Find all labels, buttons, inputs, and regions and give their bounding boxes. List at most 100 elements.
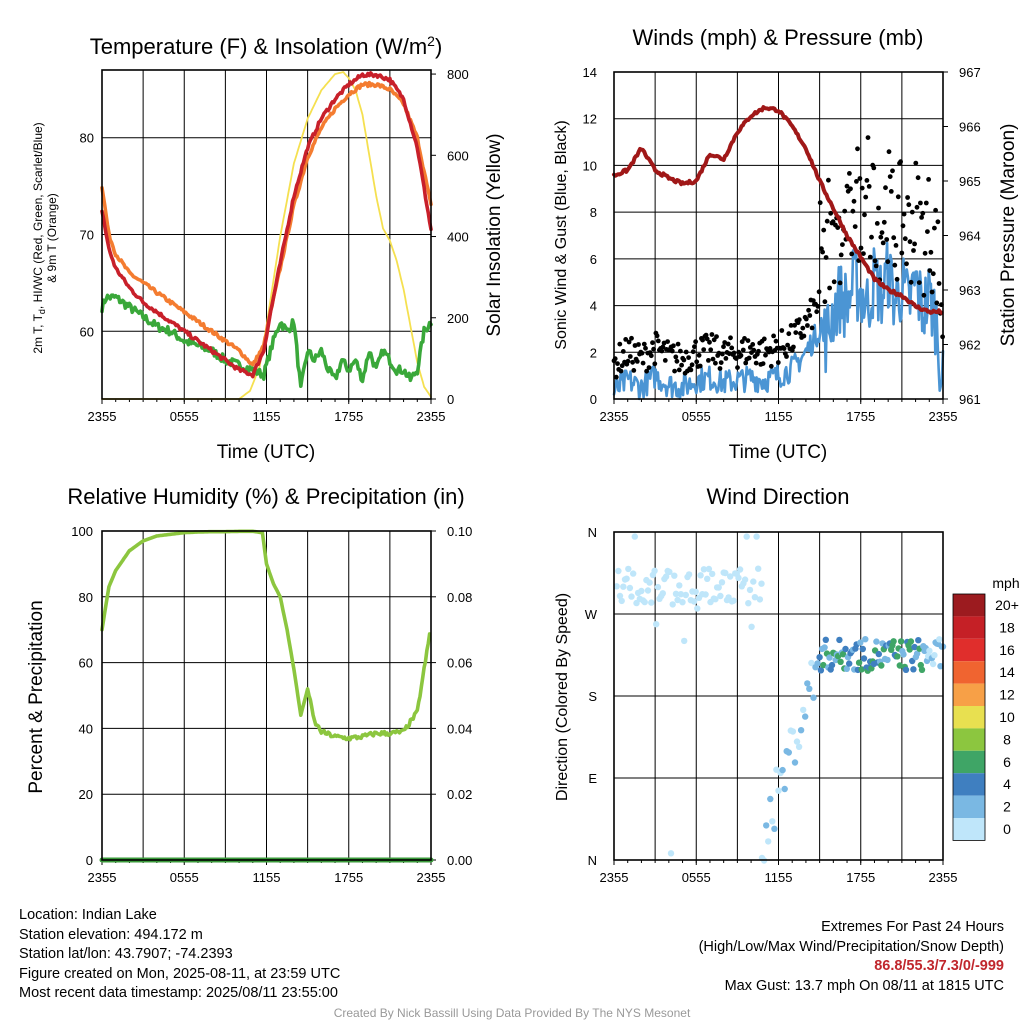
winds-gust-point [694, 359, 700, 365]
humidity-ytick-left-label: 80 [79, 590, 93, 605]
winds-gust-point [644, 368, 649, 374]
direction-point [804, 680, 811, 687]
direction-point [653, 621, 660, 628]
winds-wind-line [612, 241, 945, 401]
direction-point [669, 601, 676, 608]
winds-gust-point [788, 323, 794, 328]
winds-ytick-right-label: 963 [959, 283, 981, 298]
winds-gust-point [930, 271, 936, 277]
winds-gust-point [828, 210, 834, 216]
humidity-xtick-label: 1155 [253, 870, 281, 885]
winds-gust-point [921, 292, 927, 298]
winds-gust-point [854, 179, 859, 184]
winds-gust-point [643, 345, 648, 351]
winds-gust-point [929, 289, 935, 295]
winds-gust-point [803, 316, 809, 322]
winds-gust-point [785, 342, 790, 348]
winds-gust-point [639, 350, 645, 356]
humidity-ytick-right-label: 0.08 [447, 590, 472, 605]
winds-gust-point [620, 349, 626, 354]
humidity-ytick-right-label: 0.06 [447, 656, 472, 671]
winds-gust-point [905, 195, 910, 200]
winds-gust-point [800, 325, 806, 331]
winds-gust-point [815, 304, 821, 309]
direction-ytick-label: S [588, 689, 597, 704]
direction-point [715, 584, 722, 591]
winds-gust-point [655, 338, 661, 344]
winds-gust-point [820, 249, 825, 255]
colorbar-label: 20+ [995, 597, 1019, 613]
winds-xlabel: Time (UTC) [729, 442, 828, 463]
winds-gust-point [728, 335, 733, 341]
colorbar-label: 14 [999, 664, 1015, 680]
direction-point [810, 694, 817, 701]
direction-point [702, 591, 709, 598]
direction-point [671, 572, 678, 579]
humidity-ytick-right-label: 0.02 [447, 787, 472, 802]
direction-point [694, 605, 701, 612]
winds-gust-point [781, 346, 787, 351]
direction-point [769, 818, 776, 825]
winds-gust-point [863, 194, 869, 200]
colorbar-label: 4 [1003, 776, 1011, 792]
direction-point [910, 666, 917, 673]
direction-point [722, 569, 729, 577]
winds-ytick-right-label: 962 [959, 338, 981, 353]
direction-point [700, 566, 708, 573]
temperature-xtick-label: 0555 [170, 409, 199, 424]
colorbar-swatch [953, 728, 985, 751]
winds-ylabel-right: Station Pressure (Maroon) [998, 124, 1019, 347]
winds-gust-point [750, 342, 756, 347]
winds-gust-point [688, 367, 694, 373]
winds-gust-point [869, 234, 874, 240]
direction-point [911, 643, 918, 651]
winds-gust-point [771, 333, 776, 339]
winds-gust-point [738, 353, 744, 358]
direction-xtick-label: 2355 [600, 870, 629, 885]
direction-point [855, 659, 863, 666]
credit-line: Created By Nick Bassill Using Data Provi… [333, 1006, 691, 1020]
winds-gust-point [807, 313, 813, 318]
winds-gust-point [768, 363, 774, 369]
winds-gust-point [862, 212, 867, 218]
winds-gust-point [918, 200, 923, 206]
humidity-xtick-label: 2355 [88, 870, 117, 885]
direction-point [890, 638, 897, 645]
winds-ytick-left-label: 2 [590, 345, 597, 360]
direction-point [822, 636, 829, 643]
winds-gust-point [887, 174, 893, 180]
info-elevation: Station elevation: 494.172 m [19, 926, 203, 943]
winds-ytick-left-label: 6 [590, 252, 597, 267]
winds-gust-point [773, 338, 779, 344]
winds-gust-point [731, 350, 737, 356]
temperature-panel-title: Temperature (F) & Insolation (W/m2) [90, 33, 443, 59]
direction-point [857, 639, 864, 646]
temperature-ylabel-left-2: & 9m T (Orange) [45, 193, 59, 283]
winds-gust-point [835, 225, 841, 231]
winds-gust-point [798, 331, 803, 336]
direction-point [802, 713, 809, 720]
winds-ytick-left-label: 14 [583, 65, 597, 80]
temperature-frame [101, 69, 432, 400]
winds-gust-point [615, 361, 620, 366]
direction-point [931, 652, 938, 659]
direction-point [862, 636, 869, 643]
colorbar-swatch [953, 795, 985, 818]
temperature-ylabel-right: Solar Insolation (Yellow) [484, 133, 505, 336]
winds-gust-point [872, 258, 878, 264]
winds-gust-point [849, 251, 855, 257]
direction-point [735, 574, 742, 582]
winds-gust-point [936, 281, 942, 286]
direction-point [900, 651, 907, 658]
winds-frame [613, 71, 944, 400]
winds-gust-point [618, 368, 624, 374]
winds-gust-point [703, 332, 709, 338]
humidity-panel-title: Relative Humidity (%) & Precipitation (i… [67, 484, 464, 509]
winds-gust-point [718, 360, 724, 365]
direction-point [781, 785, 788, 793]
direction-point [662, 573, 670, 580]
temperature-series-2 [100, 293, 433, 389]
direction-point [746, 586, 754, 594]
winds-gust-point [814, 309, 820, 315]
direction-point [878, 662, 885, 669]
